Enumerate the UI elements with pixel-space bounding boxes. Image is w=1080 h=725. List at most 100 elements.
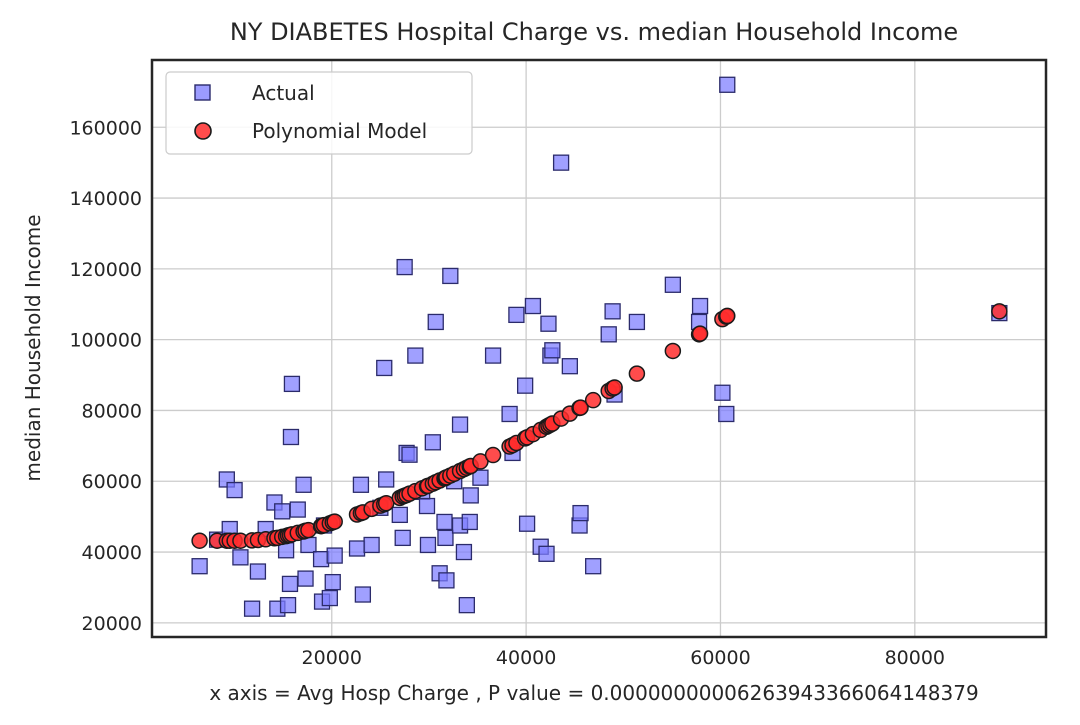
- actual-point: [718, 405, 735, 423]
- actual-point: [354, 586, 372, 603]
- actual-point: [552, 154, 570, 171]
- actual-point: [628, 313, 646, 331]
- actual-point: [191, 558, 208, 575]
- actual-point: [604, 303, 621, 320]
- actual-point: [419, 536, 437, 554]
- actual-point: [394, 529, 411, 547]
- y-tick-label: 20000: [82, 613, 142, 635]
- model-point: [377, 494, 395, 512]
- model-point: [572, 399, 589, 416]
- actual-point: [243, 600, 261, 617]
- y-axis-label: median Household Income: [21, 214, 45, 481]
- chart-title: NY DIABETES Hospital Charge vs. median H…: [230, 18, 958, 46]
- actual-point: [324, 573, 341, 591]
- tick-layer: 20000 40000 60000 80000 20000 40000 60000 80000…: [69, 117, 945, 669]
- legend: Actual Polynomial Model: [165, 71, 473, 155]
- model-point: [326, 513, 343, 530]
- y-tick-label: 80000: [82, 400, 142, 422]
- actual-point: [437, 529, 454, 547]
- model-point: [484, 446, 502, 464]
- actual-point: [451, 416, 469, 433]
- actual-point: [249, 563, 267, 580]
- actual-point: [401, 446, 418, 463]
- actual-point: [289, 501, 306, 518]
- actual-point: [472, 469, 489, 486]
- y-tick-label: 60000: [82, 471, 142, 493]
- legend-actual-label: Actual: [252, 81, 315, 105]
- actual-point: [442, 267, 459, 285]
- y-tick-label: 160000: [69, 117, 142, 139]
- y-tick-label: 120000: [69, 259, 142, 281]
- legend-model-marker: [194, 122, 212, 140]
- actual-point: [538, 545, 555, 562]
- actual-point: [391, 506, 408, 524]
- actual-point: [283, 375, 301, 393]
- model-point: [628, 365, 646, 382]
- actual-point: [719, 76, 736, 93]
- actual-point: [226, 481, 243, 499]
- actual-point: [436, 513, 453, 531]
- actual-point: [321, 589, 338, 607]
- actual-point: [376, 359, 393, 377]
- polynomial-model-series: [191, 303, 1008, 549]
- plot-frame: [150, 58, 1048, 639]
- y-tick-label: 140000: [69, 188, 142, 210]
- actual-point: [664, 276, 682, 293]
- actual-point: [600, 326, 617, 343]
- model-point: [606, 379, 623, 396]
- actual-point: [544, 342, 561, 359]
- legend-actual-marker: [194, 84, 211, 101]
- actual-point: [232, 549, 249, 566]
- model-point: [691, 325, 709, 342]
- actual-point: [516, 377, 534, 394]
- actual-point: [363, 536, 380, 554]
- actual-point: [424, 434, 441, 451]
- actual-point: [352, 476, 370, 493]
- actual-point: [396, 258, 413, 276]
- model-point: [664, 342, 682, 360]
- x-tick-label: 60000: [690, 647, 750, 669]
- actual-point: [295, 476, 312, 493]
- actual-point: [462, 487, 479, 504]
- actual-point: [524, 297, 542, 315]
- y-tick-label: 100000: [69, 330, 142, 352]
- actual-point: [585, 558, 602, 575]
- actual-point: [691, 297, 709, 315]
- actual-point: [279, 596, 297, 614]
- x-tick-label: 80000: [885, 647, 945, 669]
- actual-point: [378, 471, 395, 488]
- x-tick-label: 40000: [496, 647, 556, 669]
- y-tick-label: 40000: [82, 542, 142, 564]
- actual-series: [191, 76, 1008, 617]
- actual-point: [281, 575, 299, 593]
- actual-point: [714, 384, 731, 401]
- actual-point: [407, 347, 424, 364]
- actual-point: [438, 572, 455, 589]
- actual-point: [518, 515, 536, 532]
- legend-box: [165, 71, 473, 155]
- actual-point: [484, 347, 502, 364]
- actual-point: [561, 358, 578, 375]
- actual-point: [418, 497, 436, 515]
- actual-point: [455, 543, 473, 561]
- model-point: [719, 307, 736, 325]
- x-axis-label: x axis = Avg Hosp Charge , P value = 0.0…: [209, 681, 978, 705]
- actual-point: [461, 513, 478, 531]
- x-tick-label: 20000: [302, 647, 362, 669]
- actual-point: [326, 547, 343, 564]
- actual-point: [297, 570, 314, 587]
- actual-point: [458, 596, 475, 614]
- actual-point: [312, 550, 330, 568]
- actual-point: [508, 306, 525, 324]
- actual-point: [427, 313, 444, 331]
- model-point: [991, 303, 1008, 320]
- actual-point: [540, 315, 557, 332]
- model-point: [191, 532, 208, 549]
- model-point: [584, 391, 602, 409]
- legend-model-label: Polynomial Model: [252, 119, 427, 143]
- actual-point: [348, 540, 366, 557]
- actual-point: [572, 504, 589, 522]
- actual-point: [282, 428, 300, 446]
